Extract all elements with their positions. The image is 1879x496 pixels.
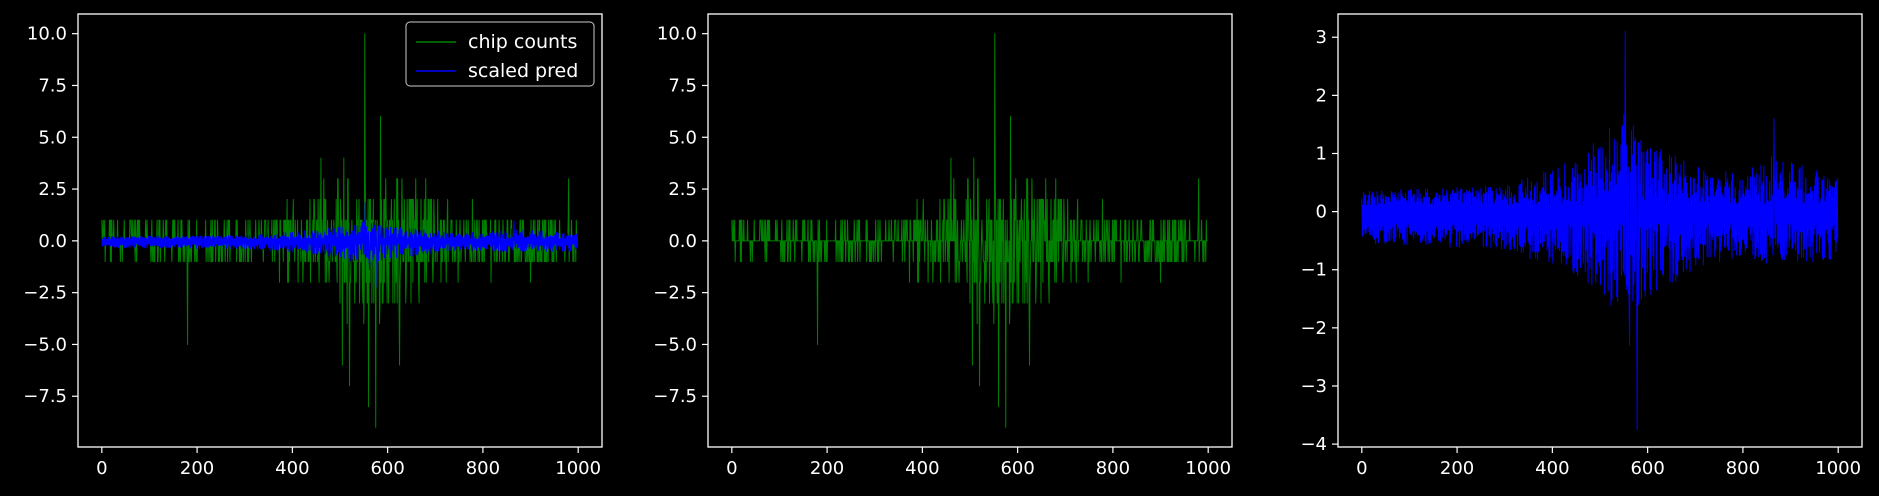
y-axis-ticks: −4 −3 −2 −1 0 1 2 3	[1300, 27, 1338, 455]
series-layer	[1361, 30, 1839, 431]
y-tick-label: 10.0	[27, 24, 67, 45]
series-layer	[101, 33, 579, 428]
chart-panel-combined: 0 200 400 600 800 1000 −7.5 −5.0 −2.5 0.0 2.5 5.0 7…	[23, 13, 603, 479]
chart-panel-chip-counts: 0 200 400 600 800 1000 −7.5 −5.0 −2.5 0.0 2.5 5.0 7…	[653, 13, 1233, 479]
x-tick-label: 800	[1096, 458, 1130, 479]
x-tick-label: 0	[96, 458, 107, 479]
x-axis-ticks: 0 200 400 600 800 1000	[1356, 447, 1861, 479]
x-tick-label: 1000	[1815, 458, 1861, 479]
y-tick-label: 10.0	[657, 24, 697, 45]
y-tick-label: 0.0	[668, 231, 697, 252]
x-tick-label: 200	[1440, 458, 1474, 479]
legend-box	[405, 21, 595, 87]
y-tick-label: −4	[1300, 434, 1327, 455]
x-tick-label: 600	[370, 458, 404, 479]
y-tick-label: −3	[1300, 376, 1327, 397]
x-tick-label: 400	[1535, 458, 1569, 479]
y-tick-label: −7.5	[23, 386, 67, 407]
y-tick-label: −1	[1300, 260, 1327, 281]
x-tick-label: 800	[1726, 458, 1760, 479]
series-line-scaled-pred	[101, 201, 579, 288]
x-tick-label: 200	[810, 458, 844, 479]
x-tick-label: 800	[466, 458, 500, 479]
x-axis-ticks: 0 200 400 600 800 1000	[726, 447, 1231, 479]
axes-frame	[1337, 13, 1863, 448]
y-tick-label: 7.5	[38, 75, 67, 96]
x-tick-label: 200	[180, 458, 214, 479]
y-tick-label: −2.5	[23, 283, 67, 304]
x-tick-label: 1000	[1185, 458, 1231, 479]
y-tick-label: −2.5	[653, 283, 697, 304]
y-tick-label: 5.0	[38, 127, 67, 148]
y-tick-label: 0.0	[38, 231, 67, 252]
axes-frame	[707, 13, 1233, 448]
y-tick-label: −5.0	[23, 334, 67, 355]
y-tick-label: 2.5	[668, 179, 697, 200]
x-axis-ticks: 0 200 400 600 800 1000	[96, 447, 601, 479]
x-tick-label: 600	[1630, 458, 1664, 479]
y-tick-label: 1	[1316, 143, 1327, 164]
series-line-scaled-pred	[1361, 30, 1839, 431]
legend: chip counts scaled pred	[405, 21, 595, 87]
series-layer	[731, 33, 1208, 428]
y-axis-ticks: −7.5 −5.0 −2.5 0.0 2.5 5.0 7.5 10.0	[653, 24, 708, 407]
y-tick-label: 5.0	[668, 127, 697, 148]
y-tick-label: 2.5	[38, 179, 67, 200]
y-tick-label: −7.5	[653, 386, 697, 407]
y-tick-label: 7.5	[668, 75, 697, 96]
y-tick-label: −5.0	[653, 334, 697, 355]
x-tick-label: 400	[275, 458, 309, 479]
y-tick-label: −2	[1300, 318, 1327, 339]
chart-panel-scaled-pred: 0 200 400 600 800 1000 −4 −3 −2 −1 0 1 2 3	[1300, 13, 1863, 479]
y-axis-ticks: −7.5 −5.0 −2.5 0.0 2.5 5.0 7.5 10.0	[23, 24, 78, 407]
x-tick-label: 0	[726, 458, 737, 479]
axes-frame	[77, 13, 603, 448]
x-tick-label: 0	[1356, 458, 1367, 479]
x-tick-label: 400	[905, 458, 939, 479]
y-tick-label: 3	[1316, 27, 1327, 48]
x-tick-label: 600	[1000, 458, 1034, 479]
y-tick-label: 2	[1316, 85, 1327, 106]
legend-label-chip-counts: chip counts	[468, 31, 577, 53]
legend-label-scaled-pred: scaled pred	[468, 60, 578, 82]
x-tick-label: 1000	[555, 458, 601, 479]
series-line-chip-counts	[731, 33, 1208, 428]
y-tick-label: 0	[1316, 202, 1327, 223]
